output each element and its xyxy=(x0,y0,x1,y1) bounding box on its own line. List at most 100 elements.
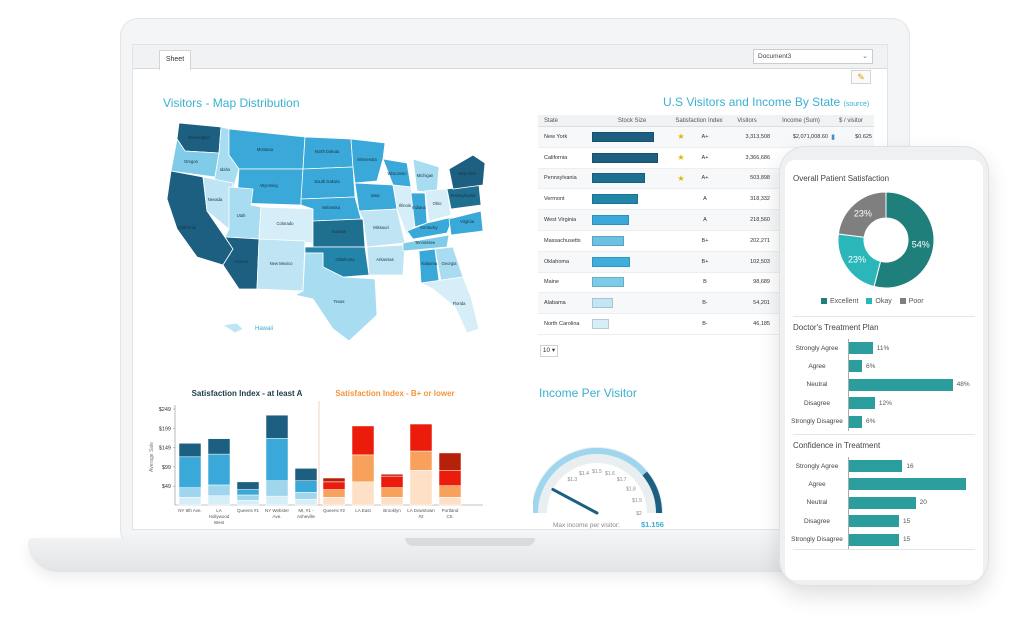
bar-neutral[interactable] xyxy=(849,378,953,391)
donut-slice-poor[interactable] xyxy=(837,191,887,238)
map-state-hawaii[interactable] xyxy=(221,322,244,334)
bar-strongly-agree[interactable] xyxy=(849,342,873,354)
page-size-value: 10 xyxy=(542,347,551,354)
gauge-tick-label: $1.4 xyxy=(579,471,589,477)
source-link[interactable]: (source) xyxy=(843,101,870,108)
stacked-bar-segment[interactable] xyxy=(438,485,462,498)
stacked-bar-segment[interactable] xyxy=(322,489,346,498)
column-header-per-visitor[interactable]: $ / visitor xyxy=(838,117,863,124)
table-row[interactable]: Maine B 98,689 xyxy=(538,273,874,294)
table-row[interactable]: Massachusetts B+ 202,271 xyxy=(538,231,874,252)
map-state-arkansas[interactable] xyxy=(366,244,406,276)
satisfaction-index: A xyxy=(703,217,707,224)
per-visitor-value: $0.625 xyxy=(855,133,872,140)
bar-agree[interactable] xyxy=(849,360,862,373)
stacked-bar-segment[interactable] xyxy=(207,453,231,486)
legend-item-poor[interactable]: Poor xyxy=(899,298,924,310)
bar-strongly-disagree[interactable] xyxy=(849,533,899,546)
stacked-bar-segment[interactable] xyxy=(351,481,375,506)
state-table-title: U.S Visitors and Income By State (source… xyxy=(663,95,869,109)
table-row[interactable]: New York ★ A+ 3,313,508 $2,071,008.60 ▮ $0.625 xyxy=(538,127,874,148)
legend-item-excellent[interactable]: Excellent xyxy=(821,298,858,310)
bar-neutral[interactable] xyxy=(849,496,916,509)
info-icon: ▮ xyxy=(831,133,835,141)
stacked-bar-segment[interactable] xyxy=(265,438,289,481)
document-select[interactable]: Document3 ⌄ xyxy=(753,49,873,64)
bar-value-label: 6% xyxy=(865,418,876,426)
stacked-bar-segment[interactable] xyxy=(380,473,404,477)
stacked-bar-segment[interactable] xyxy=(236,500,260,506)
stacked-bar-segment[interactable] xyxy=(207,495,231,506)
bar-disagree[interactable] xyxy=(849,515,899,528)
stacked-bar-segment[interactable] xyxy=(236,489,260,496)
stacked-bar-segment[interactable] xyxy=(380,475,404,488)
map-state-new-york[interactable] xyxy=(448,154,485,190)
stacked-bar-segment[interactable] xyxy=(265,480,289,497)
patient-satisfaction-title: Overall Patient Satisfaction xyxy=(793,174,890,183)
map-state-virginia[interactable] xyxy=(448,210,484,236)
stacked-bar-segment[interactable] xyxy=(178,487,202,498)
stacked-bar-segment[interactable] xyxy=(236,481,260,490)
stacked-bar-segment[interactable] xyxy=(294,480,318,493)
column-header-state[interactable]: State xyxy=(544,117,559,124)
stacked-bar-segment[interactable] xyxy=(178,497,202,506)
table-row[interactable]: California ★ A+ 3,366,686 xyxy=(538,148,874,169)
stacked-bar-segment[interactable] xyxy=(380,487,404,498)
donut-slice-excellent[interactable] xyxy=(873,191,935,289)
stacked-bar-segment[interactable] xyxy=(322,497,346,506)
patient-satisfaction-donut: 54% 23% 23% xyxy=(837,191,935,289)
stock-size-cell xyxy=(592,210,672,230)
star-icon: ★ xyxy=(677,173,685,183)
stacked-bar-segment[interactable] xyxy=(322,481,346,490)
map-state-label: Georgia xyxy=(442,261,458,266)
map-state-tennessee[interactable] xyxy=(402,234,450,252)
bar-strongly-disagree[interactable] xyxy=(849,415,862,428)
map-state-ohio[interactable] xyxy=(424,188,452,222)
bar-category-label: Neutral xyxy=(806,499,828,507)
y-tick-label: $49 xyxy=(162,484,171,490)
table-row[interactable]: Vermont A 318,332 xyxy=(538,189,874,211)
column-header-visitors[interactable]: Visitors xyxy=(737,117,757,124)
stacked-bar-segment[interactable] xyxy=(207,438,231,455)
bar-agree[interactable] xyxy=(849,478,966,491)
stacked-bar-segment[interactable] xyxy=(438,497,462,506)
map-state-florida[interactable] xyxy=(419,276,480,334)
stacked-bar-segment[interactable] xyxy=(178,443,202,458)
column-header-satisfaction-index[interactable]: Satisfaction Index xyxy=(675,117,723,124)
stacked-bar-segment[interactable] xyxy=(409,450,433,471)
tab-sheet[interactable]: Sheet xyxy=(159,50,191,70)
bar-strongly-agree[interactable] xyxy=(849,460,903,472)
page-size-select[interactable]: 10 ▾ xyxy=(540,345,558,357)
stacked-bar-segment[interactable] xyxy=(322,477,346,483)
stacked-bar-segment[interactable] xyxy=(178,456,202,488)
stacked-bar-segment[interactable] xyxy=(409,470,433,506)
bar-category-label: Strongly Disagree xyxy=(791,418,843,426)
state-name: Vermont xyxy=(544,196,565,203)
stacked-bar-segment[interactable] xyxy=(236,494,260,501)
table-row[interactable]: North Carolina B- 46,185 xyxy=(538,314,874,335)
stacked-bar-segment[interactable] xyxy=(207,484,231,496)
map-state-minnesota[interactable] xyxy=(350,138,386,184)
map-state-missouri[interactable] xyxy=(358,208,406,248)
stacked-bar-segment[interactable] xyxy=(265,414,289,439)
stacked-bar-segment[interactable] xyxy=(351,454,375,483)
stacked-bar-segment[interactable] xyxy=(294,498,318,506)
bar-value-label: 20 xyxy=(919,499,927,507)
us-visitor-map[interactable]: Washington Oregon California Idaho Nevada Mon… xyxy=(163,119,485,345)
column-header-income[interactable]: Income (Sum) xyxy=(782,117,820,124)
stacked-bar-segment[interactable] xyxy=(265,495,289,506)
legend-item-okay[interactable]: Okay xyxy=(866,298,892,310)
divider xyxy=(793,549,975,550)
stacked-bar-segment[interactable] xyxy=(438,452,462,471)
map-state-texas[interactable] xyxy=(293,252,378,342)
bar-disagree[interactable] xyxy=(849,397,875,410)
stacked-bar-segment[interactable] xyxy=(380,497,404,506)
stacked-bar-segment[interactable] xyxy=(294,468,318,481)
stacked-bar-segment[interactable] xyxy=(409,423,433,452)
edit-button[interactable]: ✎ xyxy=(851,70,871,84)
stacked-bar-segment[interactable] xyxy=(294,492,318,500)
stacked-bar-segment[interactable] xyxy=(351,425,375,456)
map-state-label: Tennessee xyxy=(415,240,436,245)
column-header-stock-size[interactable]: Stock Size xyxy=(617,117,647,124)
stacked-bar-segment[interactable] xyxy=(438,470,462,486)
